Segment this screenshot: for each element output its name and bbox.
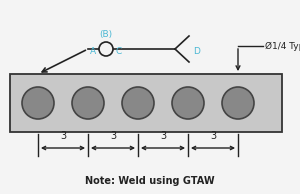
Circle shape	[222, 87, 254, 119]
Circle shape	[172, 87, 204, 119]
Text: 3: 3	[210, 131, 216, 141]
Circle shape	[99, 42, 113, 56]
Circle shape	[22, 87, 54, 119]
Text: 3: 3	[60, 131, 66, 141]
Text: 3: 3	[160, 131, 166, 141]
Text: (B): (B)	[99, 30, 112, 39]
Text: Ø1/4 Typ: Ø1/4 Typ	[265, 42, 300, 51]
Text: A: A	[90, 47, 96, 55]
Text: D: D	[193, 47, 200, 55]
Text: C: C	[116, 47, 122, 55]
Circle shape	[122, 87, 154, 119]
Bar	[10, 74, 282, 132]
Text: Note: Weld using GTAW: Note: Weld using GTAW	[85, 176, 215, 186]
Text: 3: 3	[110, 131, 116, 141]
Circle shape	[72, 87, 104, 119]
